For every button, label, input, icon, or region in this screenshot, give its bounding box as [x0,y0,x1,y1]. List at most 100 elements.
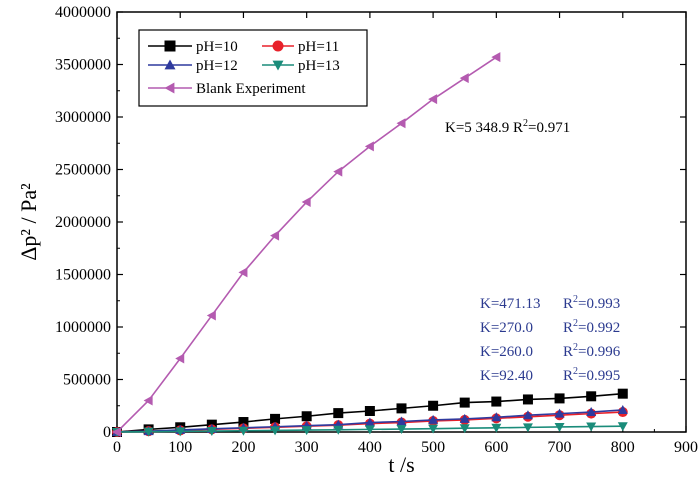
data-point [459,424,470,434]
data-point [396,425,407,435]
y-axis-title: Δp² / Pa² [16,183,41,261]
y-tick-label: 1000000 [55,319,111,336]
series-ph-13 [112,422,628,437]
x-tick-label: 700 [548,439,572,456]
x-tick-label: 500 [421,439,445,456]
legend-marker [164,40,176,52]
y-tick-label: 4000000 [55,4,111,21]
legend-label: pH=10 [196,39,238,55]
y-tick-label: 0 [103,424,111,441]
data-point [586,391,597,402]
x-tick-label: 100 [168,439,192,456]
blank-fit-annotation: K=5 348.9 R2=0.971 [445,118,570,136]
fit-annotation-k: K=270.0 [480,320,533,336]
legend: pH=10 pH=11 pH=12 pH=13 Blank Experiment [138,29,368,107]
data-point [617,404,628,414]
data-point [238,267,248,278]
data-point [586,407,597,417]
legend-marker [164,59,176,70]
x-tick-label: 600 [484,439,508,456]
y-tick-label: 1500000 [55,267,111,284]
series-blank-experiment [112,52,501,437]
data-point [333,166,343,177]
series-line-blank-experiment [116,56,497,433]
data-point [333,425,344,435]
x-axis-title: t /s [388,452,414,477]
data-point [364,141,374,152]
legend-label: pH=13 [298,58,340,74]
data-point [238,417,249,428]
fit-annotation-k: K=260.0 [480,344,533,360]
data-point [270,230,280,241]
data-point [522,423,533,433]
y-tick-label: 500000 [63,372,111,389]
legend-label: pH=11 [298,39,339,55]
data-point [364,425,375,435]
data-point [428,424,439,434]
x-tick-label: 900 [674,439,698,456]
legend-label: pH=12 [196,58,238,74]
data-point [554,408,565,418]
data-point [522,394,533,405]
data-point [270,413,281,424]
data-point [364,406,375,416]
data-point [301,411,312,422]
data-point [491,423,502,433]
fit-annotation-r2: R2=0.993 [563,294,620,312]
axis-titles: t /s Δp² / Pa² [16,183,415,477]
y-tick-label: 2500000 [55,162,111,179]
data-point [143,427,154,437]
data-point [175,427,186,437]
data-point [617,388,628,399]
data-point [206,310,216,321]
x-tick-label: 800 [611,439,635,456]
annotations: K=5 348.9 R2=0.971 K=471.13 R2=0.993 K=270.… [445,118,621,384]
data-point [554,422,565,432]
fit-annotation-r2: R2=0.996 [563,342,621,360]
data-point [428,400,439,411]
x-tick-label: 0 [113,439,121,456]
data-point [238,426,249,436]
data-point [491,412,502,422]
data-point [428,414,439,424]
data-point [491,52,501,63]
data-point [301,426,312,436]
data-point [143,395,153,406]
data-point [396,118,406,129]
data-point [206,427,217,437]
legend-marker [164,82,175,94]
x-tick-label: 400 [358,439,382,456]
legend-box [138,29,368,107]
data-point [554,393,565,404]
fit-annotation-r2: R2=0.992 [563,318,620,336]
data-point [301,197,311,208]
legend-label: Blank Experiment [196,81,306,97]
data-point [617,422,628,432]
data-point [586,422,597,432]
data-point [459,413,470,423]
series-layer [112,52,628,437]
legend-marker [272,40,284,52]
data-point [491,396,502,407]
data-point [333,408,344,419]
fit-annotation-k: K=471.13 [480,296,541,312]
data-point [459,73,469,84]
data-point [364,417,375,427]
data-point [396,403,407,414]
y-tick-label: 3500000 [55,57,111,74]
data-point [396,416,407,426]
legend-marker [272,60,284,71]
fit-annotation-k: K=92.40 [480,368,533,384]
x-tick-label: 300 [295,439,319,456]
data-point [112,427,121,437]
fit-annotation-r2: R2=0.995 [563,366,620,384]
axis-tick-labels: 0 100 200 300 400 500 600 700 800 900 0 500000 10000… [55,4,698,456]
data-point [270,426,281,436]
x-tick-label: 200 [231,439,255,456]
data-point [522,410,533,420]
data-point [428,94,438,105]
y-tick-label: 3000000 [55,109,111,126]
data-point [175,353,185,364]
data-point [459,397,470,408]
